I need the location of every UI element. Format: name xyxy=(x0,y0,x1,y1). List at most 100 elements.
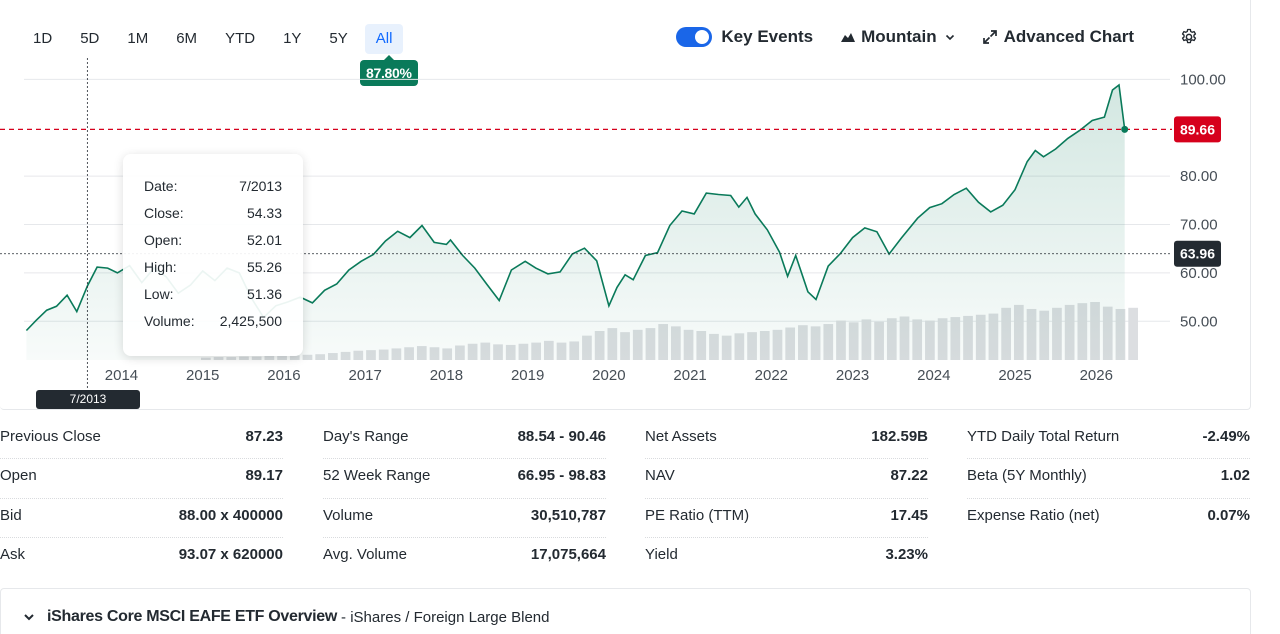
stat-row: Beta (5Y Monthly) 1.02 xyxy=(967,459,1250,499)
stat-value: 87.22 xyxy=(890,467,928,485)
stat-value: 1.02 xyxy=(1220,467,1250,485)
range-tab-1y[interactable]: 1Y xyxy=(283,30,302,47)
stat-label: Ask xyxy=(0,546,26,564)
stat-row: Bid 88.00 x 400000 xyxy=(0,499,283,539)
range-tab-1m[interactable]: 1M xyxy=(127,30,149,47)
stat-row: Net Assets 182.59B xyxy=(645,420,928,460)
y-tick-label: 100.00 xyxy=(1180,71,1226,88)
stat-value: 0.07% xyxy=(1207,506,1250,524)
range-tab-5d[interactable]: 5D xyxy=(80,30,100,47)
fund-overview-subtitle: - iShares / Foreign Large Blend xyxy=(341,608,550,626)
x-tick-label: 2021 xyxy=(673,367,706,384)
stats-column-2: Day's Range 88.54 - 90.46 52 Week Range 66… xyxy=(323,420,606,578)
advanced-chart-button[interactable]: Advanced Chart xyxy=(982,27,1134,47)
stat-label: Beta (5Y Monthly) xyxy=(967,467,1087,485)
tooltip-value: 55.26 xyxy=(246,259,282,275)
stat-row: YTD Daily Total Return -2.49% xyxy=(967,420,1250,460)
range-tab-5y[interactable]: 5Y xyxy=(329,30,348,47)
tooltip-key: Date: xyxy=(144,178,178,194)
tooltip-row: Volume: 2,425,500 xyxy=(144,313,282,340)
stat-row: Open 89.17 xyxy=(0,459,283,499)
y-tick-label: 70.00 xyxy=(1180,217,1218,234)
stat-value: 30,510,787 xyxy=(530,506,606,524)
price-area xyxy=(26,85,1125,360)
chart-type-dropdown[interactable]: Mountain xyxy=(841,27,955,47)
chevron-down-icon xyxy=(945,34,954,41)
stat-label: Day's Range xyxy=(323,428,409,445)
stat-value: 89.17 xyxy=(245,467,283,485)
stat-value: 88.54 - 90.46 xyxy=(517,428,606,445)
toggle-knob xyxy=(695,30,710,44)
tooltip-key: High: xyxy=(144,259,177,275)
change-percent-badge: 87.80% xyxy=(360,55,418,86)
crosshair-date-label: 7/2013 xyxy=(36,390,140,409)
x-tick-label: 2022 xyxy=(755,367,788,384)
stat-row: Avg. Volume 17,075,664 xyxy=(323,538,606,577)
tooltip-row: Close: 54.33 xyxy=(144,205,282,232)
stat-value: 17.45 xyxy=(890,506,928,524)
tooltip-key: Close: xyxy=(144,205,184,221)
stat-row: NAV 87.22 xyxy=(645,459,928,499)
stat-row: Expense Ratio (net) 0.07% xyxy=(967,499,1250,538)
x-tick-label: 2023 xyxy=(836,367,869,384)
last-price-label: 89.66 xyxy=(1180,121,1215,137)
tooltip-key: Volume: xyxy=(144,313,195,329)
key-events-label: Key Events xyxy=(721,27,814,46)
tooltip-value: 2,425,500 xyxy=(219,313,282,329)
stat-label: Avg. Volume xyxy=(323,546,407,564)
crosshair-price-tag xyxy=(1174,240,1221,267)
tooltip-key: Open: xyxy=(144,232,183,248)
tooltip-value: 52.01 xyxy=(246,232,282,248)
crosshair-price-label: 63.96 xyxy=(1180,246,1215,262)
tooltip-value: 51.36 xyxy=(246,286,282,302)
tooltip-value: 7/2013 xyxy=(239,178,282,194)
stat-value: -2.49% xyxy=(1202,428,1250,445)
key-events-toggle-group[interactable]: Key Events xyxy=(676,27,813,47)
tooltip-row: Open: 52.01 xyxy=(144,232,282,259)
y-tick-label: 80.00 xyxy=(1180,168,1218,185)
y-tick-label: 60.00 xyxy=(1180,265,1218,282)
x-tick-label: 2016 xyxy=(267,367,300,384)
x-tick-label: 2018 xyxy=(430,367,463,384)
stat-value: 93.07 x 620000 xyxy=(178,546,283,564)
last-price-dot xyxy=(1121,125,1129,133)
x-tick-label: 2017 xyxy=(348,367,381,384)
advanced-chart-label: Advanced Chart xyxy=(1003,27,1134,46)
stats-column-4: YTD Daily Total Return -2.49% Beta (5Y Mo… xyxy=(967,420,1250,538)
x-tick-label: 2026 xyxy=(1080,367,1113,384)
expand-icon xyxy=(982,30,997,44)
stat-value: 66.95 - 98.83 xyxy=(517,467,606,485)
chart-toolbar: Key Events Mountain Advanced Chart xyxy=(676,27,1198,47)
x-tick-label: 2020 xyxy=(592,367,625,384)
stat-value: 87.23 xyxy=(245,428,283,445)
stat-row: Volume 30,510,787 xyxy=(323,499,606,539)
fund-overview-toggle[interactable]: iShares Core MSCI EAFE ETF Overview - iS… xyxy=(23,608,550,626)
stat-value: 17,075,664 xyxy=(530,546,606,564)
x-tick-label: 2014 xyxy=(105,367,138,384)
stat-label: 52 Week Range xyxy=(323,467,431,485)
gear-icon[interactable] xyxy=(1180,28,1198,46)
x-tick-label: 2015 xyxy=(186,367,219,384)
stat-label: NAV xyxy=(645,467,675,485)
range-tab-1d[interactable]: 1D xyxy=(33,30,53,47)
chart-tooltip: Date: 7/2013 Close: 54.33 Open: 52.01 High:… xyxy=(123,154,303,356)
range-tab-ytd[interactable]: YTD xyxy=(225,30,256,47)
stat-row: Previous Close 87.23 xyxy=(0,420,283,460)
tooltip-key: Low: xyxy=(144,286,174,302)
volume-bar xyxy=(1128,307,1138,360)
key-events-toggle[interactable] xyxy=(676,27,713,47)
range-tab-all[interactable]: All xyxy=(364,24,404,54)
stat-label: PE Ratio (TTM) xyxy=(645,506,750,524)
stat-value: 88.00 x 400000 xyxy=(178,506,283,524)
tooltip-row: High: 55.26 xyxy=(144,259,282,286)
stat-label: YTD Daily Total Return xyxy=(967,428,1120,445)
stat-label: Previous Close xyxy=(0,428,101,445)
range-selector: 1D 5D 1M 6M YTD 1Y 5Y All xyxy=(22,24,404,54)
x-tick-label: 2019 xyxy=(511,367,544,384)
stat-label: Expense Ratio (net) xyxy=(967,506,1100,524)
last-price-tag xyxy=(1174,116,1221,143)
stat-row: PE Ratio (TTM) 17.45 xyxy=(645,499,928,539)
stat-label: Yield xyxy=(645,546,678,564)
range-tab-6m[interactable]: 6M xyxy=(176,30,198,47)
chart-card: 1D 5D 1M 6M YTD 1Y 5Y All 87.80% Key Eve… xyxy=(0,0,1251,410)
